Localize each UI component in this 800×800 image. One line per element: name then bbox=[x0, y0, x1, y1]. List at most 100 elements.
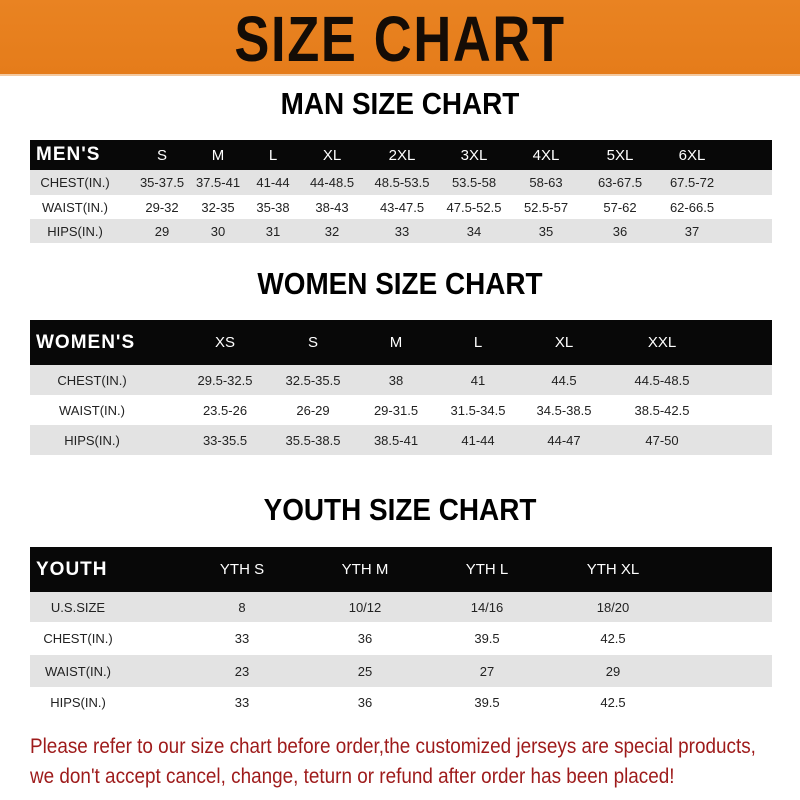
table-cell: 33 bbox=[234, 695, 250, 710]
order-note-line-2: we don't accept cancel, change, teturn o… bbox=[30, 765, 675, 788]
table-cell: XXL bbox=[647, 334, 677, 351]
table-cell: 62-66.5 bbox=[669, 199, 715, 215]
table-cell: 37.5-41 bbox=[195, 175, 241, 190]
table-cell: 14/16 bbox=[470, 599, 504, 615]
table-cell: 25 bbox=[357, 663, 373, 679]
row-label: HIPS(IN.) bbox=[50, 695, 106, 710]
table-cell: 32-35 bbox=[201, 199, 235, 215]
table-cell: 23.5-26 bbox=[202, 402, 248, 418]
table-cell: 23 bbox=[234, 663, 250, 679]
table-cell: YTH S bbox=[219, 561, 265, 578]
table-cell: L bbox=[268, 146, 278, 164]
table-cell: 35-37.5 bbox=[139, 175, 185, 190]
row-label: CHEST(IN.) bbox=[43, 631, 113, 646]
table-cell: 41-44 bbox=[461, 432, 495, 448]
table-row: CHEST(IN.) 29.5-32.5 32.5-35.5 38 41 44.5 44.5… bbox=[30, 365, 772, 395]
table-cell: YTH L bbox=[465, 561, 509, 578]
table-header-row: MEN'S S M L XL 2XL 3XL 4XL 5XL 6XL bbox=[30, 140, 772, 170]
row-label: HIPS(IN.) bbox=[64, 432, 120, 448]
table-cell: 67.5-72 bbox=[669, 175, 715, 190]
table-cell: 35 bbox=[538, 223, 554, 239]
table-cell: 58-63 bbox=[529, 175, 563, 190]
table-cell: 31.5-34.5 bbox=[450, 402, 506, 418]
row-label: WAIST(IN.) bbox=[59, 402, 125, 418]
table-cell: 2XL bbox=[388, 146, 416, 164]
table-cell: 35-38 bbox=[256, 199, 290, 215]
table-cell: 33 bbox=[234, 631, 250, 646]
table-cell: 34 bbox=[466, 223, 482, 239]
table-cell: 6XL bbox=[678, 146, 706, 164]
table-header-row: YOUTH YTH S YTH M YTH L YTH XL bbox=[30, 547, 772, 592]
table-cell: 5XL bbox=[606, 146, 634, 164]
table-cell: 29-32 bbox=[145, 199, 179, 215]
row-label: WAIST(IN.) bbox=[45, 663, 111, 679]
table-cell: 63-67.5 bbox=[597, 175, 643, 190]
youth-title: YOUTH SIZE CHART bbox=[263, 492, 537, 527]
table-cell: 33 bbox=[394, 223, 410, 239]
table-cell: 38-43 bbox=[315, 199, 349, 215]
table-cell: 35.5-38.5 bbox=[285, 432, 341, 448]
table-cell: M bbox=[389, 334, 403, 351]
table-row: CHEST(IN.) 33 36 39.5 42.5 bbox=[30, 622, 772, 655]
table-cell: 43-47.5 bbox=[379, 199, 425, 215]
table-cell: 44.5-48.5 bbox=[634, 372, 690, 388]
table-row: CHEST(IN.) 35-37.5 37.5-41 41-44 44-48.5 48.5… bbox=[30, 170, 772, 195]
table-cell: 38 bbox=[388, 372, 404, 388]
table-row: HIPS(IN.) 29 30 31 32 33 34 35 36 37 bbox=[30, 219, 772, 243]
table-cell: 31 bbox=[265, 223, 281, 239]
table-cell: 36 bbox=[357, 695, 373, 710]
women-size-table: WOMEN'S XS S M L XL XXL CHEST(IN.) 29.5-32.5 32.5… bbox=[30, 320, 772, 455]
table-cell: XS bbox=[214, 334, 236, 351]
men-size-table: MEN'S S M L XL 2XL 3XL 4XL 5XL 6XL CHEST(IN.) 35-37… bbox=[30, 140, 772, 243]
row-label: U.S.SIZE bbox=[50, 599, 106, 615]
table-row: HIPS(IN.) 33-35.5 35.5-38.5 38.5-41 41-44 44-… bbox=[30, 425, 772, 455]
table-cell: 41 bbox=[470, 372, 486, 388]
row-label: WOMEN'S bbox=[36, 331, 136, 353]
table-header-row: WOMEN'S XS S M L XL XXL bbox=[30, 320, 772, 365]
row-label: HIPS(IN.) bbox=[47, 223, 103, 239]
banner: SIZE CHART bbox=[0, 0, 800, 76]
row-label: CHEST(IN.) bbox=[57, 372, 127, 388]
table-cell: 33-35.5 bbox=[202, 432, 248, 448]
table-cell: 10/12 bbox=[348, 599, 382, 615]
row-label: WAIST(IN.) bbox=[42, 199, 108, 215]
youth-size-table: YOUTH YTH S YTH M YTH L YTH XL U.S.SIZE 8 10/12… bbox=[30, 547, 772, 718]
table-row: WAIST(IN.) 23.5-26 26-29 29-31.5 31.5-34.5 34… bbox=[30, 395, 772, 425]
table-row: WAIST(IN.) 23 25 27 29 bbox=[30, 655, 772, 687]
banner-title: SIZE CHART bbox=[234, 3, 566, 75]
table-cell: 30 bbox=[210, 223, 226, 239]
table-cell: 36 bbox=[612, 223, 628, 239]
table-cell: 44-47 bbox=[547, 432, 581, 448]
table-cell: 42.5 bbox=[600, 695, 626, 710]
row-label: MEN'S bbox=[36, 144, 101, 165]
table-cell: 37 bbox=[684, 223, 700, 239]
table-cell: 32 bbox=[324, 223, 340, 239]
table-cell: XL bbox=[322, 146, 342, 164]
table-cell: L bbox=[473, 334, 483, 351]
table-cell: 41-44 bbox=[256, 175, 290, 190]
table-cell: 18/20 bbox=[596, 599, 630, 615]
table-cell: YTH M bbox=[341, 561, 389, 578]
table-row: HIPS(IN.) 33 36 39.5 42.5 bbox=[30, 687, 772, 718]
table-cell: 52.5-57 bbox=[523, 199, 569, 215]
table-cell: 27 bbox=[479, 663, 495, 679]
table-cell: 44.5 bbox=[551, 372, 577, 388]
table-row: U.S.SIZE 8 10/12 14/16 18/20 bbox=[30, 592, 772, 622]
table-cell: XL bbox=[554, 334, 574, 351]
table-cell: 29.5-32.5 bbox=[197, 372, 253, 388]
row-label: CHEST(IN.) bbox=[40, 175, 110, 190]
table-cell: 42.5 bbox=[600, 631, 626, 646]
table-cell: 4XL bbox=[532, 146, 560, 164]
table-cell: 38.5-42.5 bbox=[634, 402, 690, 418]
table-cell: 39.5 bbox=[474, 631, 500, 646]
table-cell: 36 bbox=[357, 631, 373, 646]
table-cell: 34.5-38.5 bbox=[536, 402, 592, 418]
table-cell: 47-50 bbox=[645, 432, 679, 448]
table-cell: 44-48.5 bbox=[309, 175, 355, 190]
women-title: WOMEN SIZE CHART bbox=[257, 266, 543, 301]
table-cell: 38.5-41 bbox=[373, 432, 419, 448]
table-cell: M bbox=[211, 146, 225, 164]
table-cell: 3XL bbox=[460, 146, 488, 164]
table-cell: 39.5 bbox=[474, 695, 500, 710]
table-cell: S bbox=[307, 334, 319, 351]
